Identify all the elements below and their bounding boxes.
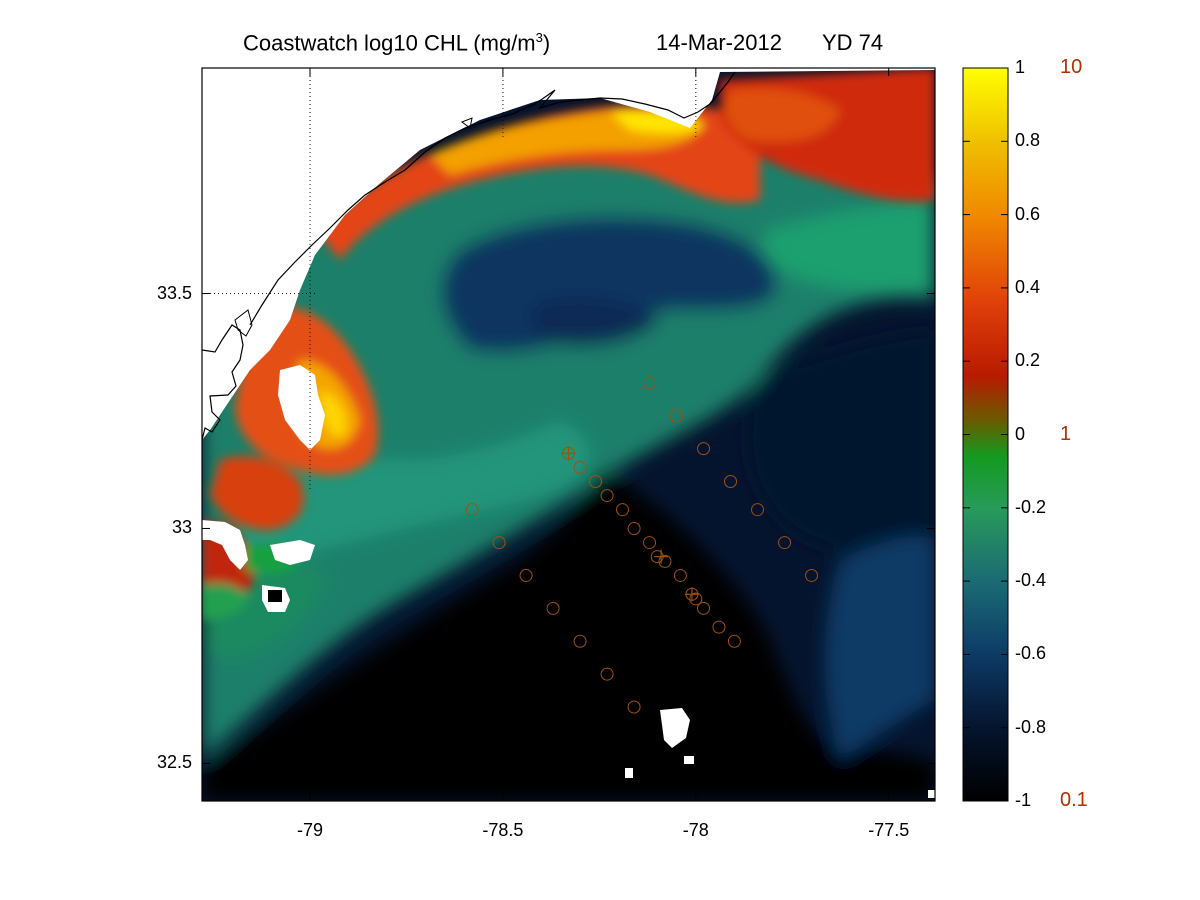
map-title-superscript: 3 (535, 30, 543, 45)
x-tick-label: -78.5 (482, 820, 524, 840)
colorbar-linear-label: 1 (1060, 422, 1072, 445)
map-title: Coastwatch log10 CHL (mg/m3) (243, 30, 550, 56)
colorbar-tick-label: 0.8 (1015, 130, 1041, 151)
station-marker (589, 474, 603, 488)
colorbar-tick-label: 0.4 (1015, 276, 1041, 297)
station-marker (697, 601, 711, 615)
x-tick-label: -79 (297, 820, 324, 840)
colorbar-linear-label: 10 (1060, 56, 1083, 78)
no-data-mask (202, 68, 935, 798)
station-marker (616, 503, 630, 517)
station-marker (658, 554, 672, 568)
station-marker (600, 667, 614, 681)
colorbar-linear-label: 0.1 (1060, 789, 1088, 811)
map-title-close: ) (542, 30, 551, 56)
station-marker (643, 536, 657, 550)
colorbar (963, 68, 1008, 801)
colorbar-tick-label: -0.8 (1015, 716, 1047, 737)
y-tick-label: 32.5 (156, 752, 192, 773)
y-tick-label: 33.5 (156, 282, 192, 303)
station-marker (573, 634, 587, 648)
map-yearday: YD 74 (822, 30, 884, 55)
map-title-text: Coastwatch log10 CHL (mg/m (243, 30, 536, 56)
grid-lines (202, 68, 697, 491)
colorbar-tick-label: -0.6 (1015, 643, 1047, 664)
station-marker (689, 592, 703, 606)
station-markers (465, 376, 819, 714)
station-marker (727, 634, 741, 648)
station-marker (519, 568, 533, 582)
station-marker (670, 409, 684, 423)
colorbar-tick-label: -1 (1015, 790, 1032, 810)
colorbar-tick-label: 0 (1015, 423, 1026, 444)
colorbar-tick-label: -0.4 (1015, 570, 1047, 591)
station-marker (573, 460, 587, 474)
map-date: 14-Mar-2012 (656, 30, 782, 55)
map-frame (201, 67, 936, 802)
station-marker (697, 442, 711, 456)
station-marker (546, 601, 560, 615)
station-marker (643, 376, 657, 390)
station-marker (778, 536, 792, 550)
station-marker (805, 568, 819, 582)
station-marker (465, 503, 479, 517)
colorbar-ticks (963, 67, 1008, 802)
coastline (202, 71, 736, 441)
colorbar-tick-label: 0.6 (1015, 203, 1041, 224)
station-marker (492, 536, 506, 550)
station-marker (712, 620, 726, 634)
x-tick-label: -77.5 (868, 820, 910, 840)
y-tick-label: 33 (171, 517, 192, 538)
colorbar-tick-label: 1 (1015, 57, 1026, 77)
station-marker (627, 521, 641, 535)
x-tick-label: -78 (682, 820, 709, 840)
chl-field (202, 68, 935, 801)
station-marker (627, 700, 641, 714)
coastline-islands (234, 117, 473, 337)
colorbar-tick-label: 0.2 (1015, 350, 1041, 371)
axis-ticks (202, 68, 935, 801)
station-marker (724, 474, 738, 488)
station-marker (673, 568, 687, 582)
station-marker (751, 503, 765, 517)
station-marker (600, 489, 614, 503)
colorbar-tick-label: -0.2 (1015, 496, 1047, 517)
